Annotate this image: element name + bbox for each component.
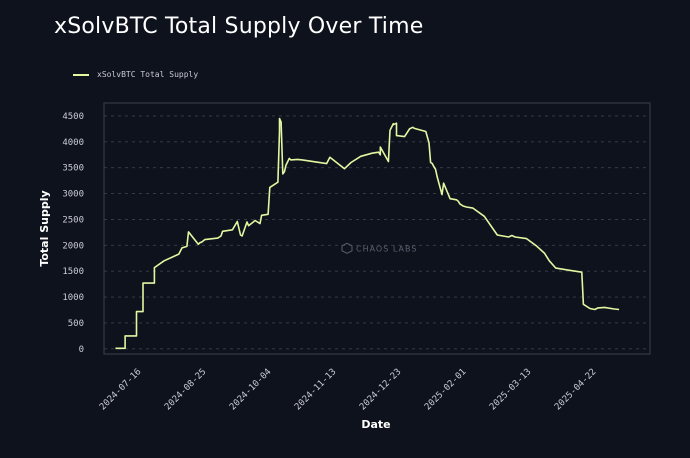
legend: xSolvBTC Total Supply — [73, 70, 198, 79]
x-tick-label: 2025-02-01 — [423, 367, 468, 412]
series-line — [115, 117, 620, 350]
y-axis: 0 500 1000 1500 2000 2500 3000 3500 4000 4500 — [62, 112, 84, 355]
grid-layer — [103, 102, 651, 355]
legend-swatch — [73, 73, 89, 76]
y-tick-label: 3500 — [62, 164, 84, 174]
y-tick-label: 0 — [79, 345, 84, 355]
x-tick-label: 2024-11-13 — [293, 367, 338, 412]
x-tick-label: 2025-03-13 — [488, 367, 533, 412]
x-axis-title: Date — [361, 418, 390, 431]
y-tick-label: 500 — [68, 319, 84, 329]
x-tick-label: 2024-08-25 — [163, 367, 208, 412]
y-tick-label: 4500 — [62, 112, 84, 122]
watermark-text: CHAOS LABS — [356, 244, 417, 253]
y-tick-label: 2000 — [62, 241, 84, 251]
x-axis: 2024-07-16 2024-08-25 2024-10-04 2024-11-13… — [98, 367, 598, 412]
legend-label: xSolvBTC Total Supply — [97, 70, 199, 79]
x-tick-label: 2024-07-16 — [98, 367, 143, 412]
x-tick-label: 2025-04-22 — [553, 367, 598, 412]
chaos-labs-logo-icon — [341, 242, 353, 254]
y-axis-title: Total Supply — [38, 190, 51, 266]
x-tick-label: 2024-10-04 — [228, 367, 273, 412]
y-tick-label: 3000 — [62, 190, 84, 200]
series-layer — [115, 117, 620, 350]
y-tick-label: 2500 — [62, 215, 84, 225]
y-tick-label: 1000 — [62, 293, 84, 303]
y-tick-label: 4000 — [62, 138, 84, 148]
y-tick-label: 1500 — [62, 267, 84, 277]
plot-frame — [103, 102, 651, 355]
chart-title: xSolvBTC Total Supply Over Time — [54, 14, 424, 39]
watermark: CHAOS LABS — [341, 242, 417, 254]
x-tick-label: 2024-12-23 — [358, 367, 403, 412]
